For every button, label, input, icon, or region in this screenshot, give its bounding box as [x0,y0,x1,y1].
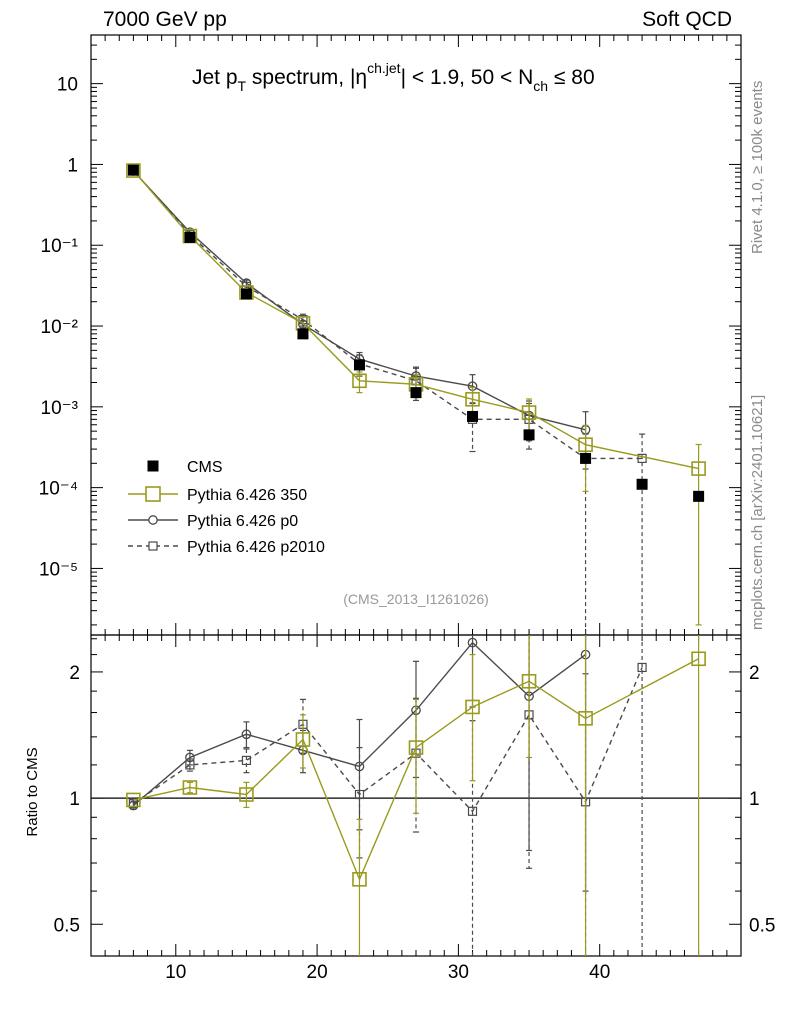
point-pythia-6-426-350 [521,405,537,420]
legend: CMS Pythia 6.426 350 Pythia 6.426 p0 Pythia… [128,459,325,556]
ratio-y-tick-label-right: 2 [749,663,760,684]
y-tick-label: 1 [67,155,78,176]
point-pythia-6-426-p2010 [637,453,647,464]
point-ratio-pythia-6-426-350 [295,732,311,747]
point-ratio-pythia-6-426-350 [239,787,254,802]
y-tick-label: 10⁻⁴ [39,479,78,500]
point-ratio-pythia-6-426-350 [691,651,706,667]
y-tick-label: 10⁻³ [41,398,79,419]
x-tick-label: 40 [589,962,610,983]
line-ratio-pythia-6-426-350 [133,658,699,882]
ratio-y-tick-label-right: 1 [749,789,760,810]
analysis-id: (CMS_2013_I1261026) [343,591,489,607]
point-cms [523,429,535,441]
line-pythia-6-426-p2010 [132,170,643,460]
ratio-y-tick-label-right: 0.5 [749,915,775,936]
point-pythia-6-426-350 [691,461,706,476]
line-ratio-pythia-6-426-p0 [132,641,586,807]
y-tick-label: 10⁻¹ [41,236,79,257]
point-ratio-pythia-6-426-p2010 [637,662,647,673]
point-cms [353,359,365,371]
legend-marker [147,460,159,472]
ratio-y-tick-label: 0.5 [54,915,80,936]
ratio-y-tick-label: 1 [69,789,80,810]
legend-label: Pythia 6.426 p2010 [187,539,325,556]
point-ratio-pythia-6-426-350 [465,699,480,715]
x-tick-label: 30 [448,962,469,983]
point-ratio-pythia-6-426-p0 [185,752,195,763]
legend-label: Pythia 6.426 350 [187,487,307,504]
point-cms [297,328,309,340]
legend-marker [145,486,161,502]
x-tick-label: 20 [307,962,328,983]
point-pythia-6-426-350 [465,391,480,407]
point-ratio-pythia-6-426-p0 [354,761,365,772]
point-cms [636,478,648,490]
point-pythia-6-426-p0 [241,278,252,288]
point-ratio-pythia-6-426-350 [578,711,593,726]
y-tick-label: 10 [57,75,78,96]
point-ratio-pythia-6-426-350 [408,740,424,755]
ratio-ylabel: Ratio to CMS [24,747,41,836]
point-cms [240,288,252,300]
chart-title: Jet pT spectrum, |ηch.jet| < 1.9, 50 < N… [192,60,595,94]
point-ratio-pythia-6-426-350 [182,780,198,795]
point-pythia-6-426-350 [578,437,593,452]
point-cms [580,452,592,464]
ratio-y-tick-label: 2 [69,663,80,684]
y-tick-label: 10⁻² [41,317,79,338]
point-cms [693,490,705,502]
legend-marker [148,541,158,551]
chart-marks [126,163,706,956]
point-cms [467,410,479,422]
point-ratio-pythia-6-426-p2010 [467,806,478,816]
point-ratio-pythia-6-426-350 [521,673,537,689]
x-tick-label: 10 [165,962,186,983]
legend-label: Pythia 6.426 p0 [187,513,298,530]
point-ratio-pythia-6-426-350 [126,792,141,808]
point-ratio-pythia-6-426-350 [352,872,367,887]
legend-label: CMS [187,459,223,476]
point-cms [127,164,139,176]
point-pythia-6-426-350 [352,373,367,389]
line-pythia-6-426-p0 [132,170,586,431]
point-pythia-6-426-350 [126,163,141,178]
y-tick-label: 10⁻⁵ [39,559,78,580]
header-left: 7000 GeV pp [103,8,227,31]
point-ratio-pythia-6-426-p0 [241,729,252,740]
line-ratio-pythia-6-426-p2010 [132,667,643,813]
point-ratio-pythia-6-426-p0 [467,637,478,648]
point-ratio-pythia-6-426-p2010 [241,755,252,766]
main-frame: 10 1 10⁻¹ 10⁻² 10⁻³ 10⁻⁴ 10⁻⁵ [39,34,742,636]
point-ratio-pythia-6-426-p0 [128,800,139,811]
header-right: Soft QCD [642,8,732,31]
legend-marker [148,515,158,525]
point-cms [184,231,196,243]
ratio-frame: 10 20 30 40 0.5 0.5 1 1 2 2 [54,634,775,983]
point-cms [410,387,422,399]
line-pythia-6-426-350 [132,170,699,470]
